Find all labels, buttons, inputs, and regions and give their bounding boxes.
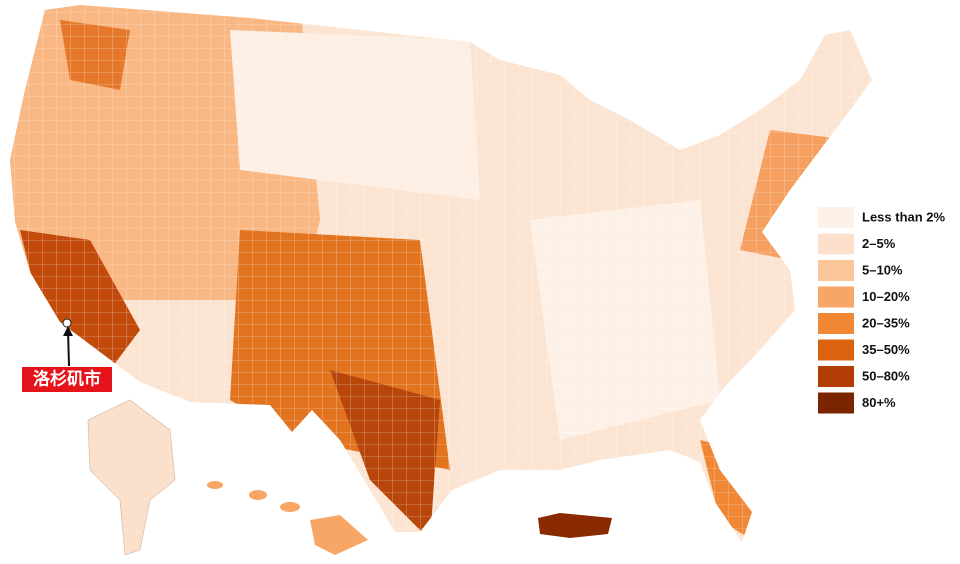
legend-label: 10–20% [862,289,910,304]
hawaii-island [249,490,267,500]
legend-swatch [818,366,854,387]
annotation-label: 洛杉矶市 [33,368,101,388]
legend: Less than 2% 2–5% 5–10% 10–20% 20–35% 35–50% 5… [818,207,946,414]
puerto-rico [538,513,612,538]
legend-label: 80+% [862,395,896,410]
legend-label: Less than 2% [862,209,946,224]
hawaii-island [207,481,223,489]
legend-label: 2–5% [862,236,896,251]
legend-swatch [818,392,854,414]
legend-label: 35–50% [862,342,910,357]
arrow-head [63,326,73,336]
hawaii [207,481,368,555]
legend-swatch [818,286,854,308]
legend-swatch [818,260,854,281]
legend-swatch [818,233,854,255]
city-marker [62,318,72,328]
legend-label: 50–80% [862,368,910,383]
legend-swatch [818,339,854,361]
legend-label: 20–35% [862,315,910,330]
legend-swatch [818,207,854,228]
hawaii-island [280,502,300,512]
hawaii-island [310,515,368,555]
legend-swatch [818,313,854,334]
annotation-box [22,367,112,392]
legend-label: 5–10% [862,262,903,277]
alaska [87,399,176,556]
